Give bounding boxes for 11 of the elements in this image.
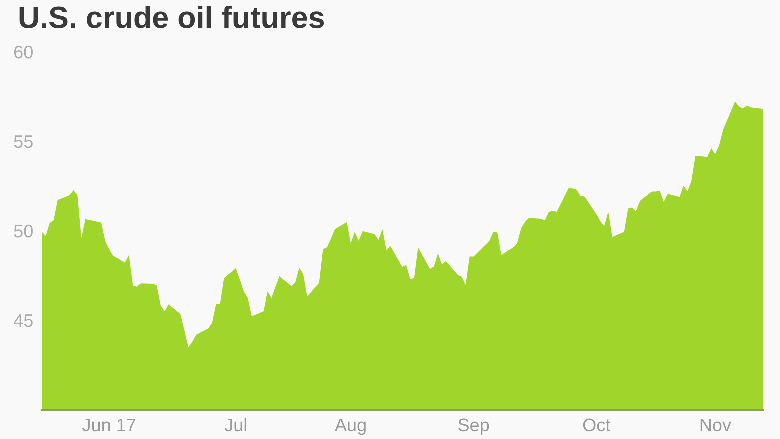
y-tick-label: 45 [14, 314, 33, 328]
x-tick-label: Oct [583, 418, 611, 432]
x-tick-label: Sep [458, 418, 490, 436]
chart-title: U.S. crude oil futures [20, 6, 324, 28]
x-tick-label: Aug [334, 418, 366, 436]
x-tick-label: Nov [700, 418, 732, 432]
y-tick-label: 55 [14, 136, 33, 148]
y-tick-label: 50 [14, 224, 33, 238]
x-tick-label: Jun 17 [82, 418, 136, 432]
x-tick-label: Jul [224, 418, 246, 432]
y-tick-label: 60 [14, 46, 33, 59]
